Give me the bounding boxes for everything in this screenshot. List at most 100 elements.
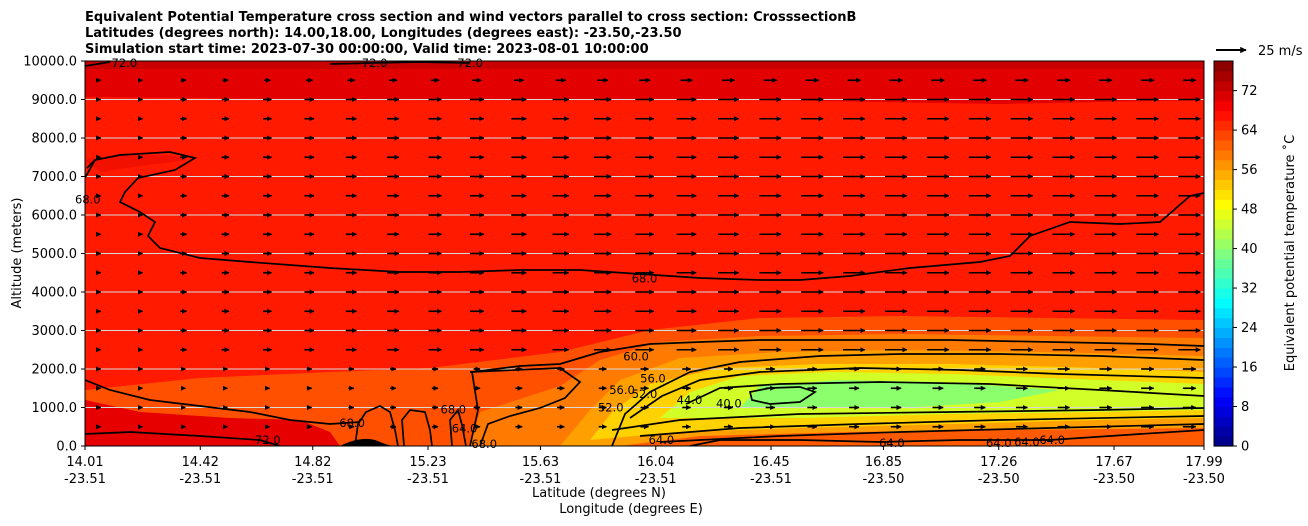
colorbar-segment xyxy=(1214,120,1233,131)
x-tick-label-lat: 17.99 xyxy=(1185,455,1222,470)
x-tick-label-lon: -23.51 xyxy=(407,472,449,487)
colorbar-segment xyxy=(1214,61,1233,72)
contour-68-low-left xyxy=(354,405,433,446)
wind-vectors xyxy=(96,77,1201,430)
contour-label: 56.0 xyxy=(640,372,666,386)
y-tick-label: 10000.0 xyxy=(23,55,77,70)
contour-label: 68.0 xyxy=(632,272,658,286)
contour-label: 68.0 xyxy=(75,193,101,207)
colorbar-segment xyxy=(1214,179,1233,190)
contour-label: 56.0 xyxy=(609,383,635,397)
colorbar-segment xyxy=(1214,139,1233,151)
y-axis-ticks: 0.0 1000.0 2000.0 3000.0 4000.0 5000.0 6000.0 7… xyxy=(23,55,85,455)
y-tick-label: 7000.0 xyxy=(32,170,78,185)
x-tick-label-lon: -23.51 xyxy=(750,472,792,487)
colorbar-segment xyxy=(1214,130,1233,141)
y-tick-label: 5000.0 xyxy=(32,247,78,262)
colorbar-tick-label: 8 xyxy=(1241,400,1249,415)
colorbar-segment xyxy=(1214,218,1233,230)
colorbar xyxy=(1214,61,1233,447)
field-low-dark xyxy=(85,400,340,446)
chart-title-line-2: Latitudes (degrees north): 14.00,18.00, … xyxy=(85,26,682,41)
x-tick-label-lat: 16.85 xyxy=(865,455,902,470)
quiver-key-label: 25 m/s xyxy=(1258,44,1303,59)
contour-label: 72.0 xyxy=(362,56,388,70)
x-tick-label-lat: 16.04 xyxy=(637,455,674,470)
contour-label: 68.0 xyxy=(441,402,467,416)
contour-64-bottom xyxy=(689,429,1204,446)
y-tick-label: 9000.0 xyxy=(32,93,78,108)
colorbar-segment xyxy=(1214,149,1233,161)
contour-label: 68.0 xyxy=(339,416,365,430)
colorbar-segment xyxy=(1214,317,1233,329)
x-axis-ticks: 14.01 -23.51 14.42 -23.51 14.82 -23.51 15.23 -2… xyxy=(64,446,1225,487)
colorbar-segment xyxy=(1214,248,1233,260)
y-tick-label: 1000.0 xyxy=(32,401,78,416)
colorbar-segment xyxy=(1214,376,1233,388)
contour-label: 64.0 xyxy=(649,433,675,447)
contour-label: 64.0 xyxy=(1014,435,1040,449)
x-tick-label-lon: -23.51 xyxy=(635,472,677,487)
x-tick-label-lat: 14.82 xyxy=(294,455,331,470)
colorbar-segment xyxy=(1214,337,1233,348)
contour-label: 72.0 xyxy=(457,56,483,70)
colorbar-segment xyxy=(1214,159,1233,171)
colorbar-tick-label: 16 xyxy=(1241,361,1258,376)
contour-label: 52.0 xyxy=(598,401,624,415)
colorbar-segment xyxy=(1214,426,1233,437)
contour-44 xyxy=(685,381,1204,405)
contour-68-left-edge xyxy=(85,159,96,179)
x-tick-label-lon: -23.50 xyxy=(1093,472,1135,487)
x-tick-label-lon: -23.50 xyxy=(863,472,905,487)
contour-label: 64.0 xyxy=(452,422,478,436)
colorbar-tick-label: 56 xyxy=(1241,163,1258,178)
colorbar-tick-label: 48 xyxy=(1241,203,1258,218)
colorbar-tick-label: 72 xyxy=(1241,84,1258,99)
contour-64-low-mid xyxy=(449,408,467,446)
colorbar-segment xyxy=(1214,396,1233,408)
y-tick-label: 6000.0 xyxy=(32,209,78,224)
colorbar-label: Equivalent potential temperature ˚C xyxy=(1282,135,1298,371)
colorbar-segment xyxy=(1214,228,1233,240)
contour-label: 40.0 xyxy=(716,397,742,411)
contour-lower-1 xyxy=(611,407,1204,431)
field-top-band-edge xyxy=(85,97,1204,104)
colorbar-tick-label: 32 xyxy=(1241,282,1258,297)
colorbar-segment xyxy=(1214,278,1233,289)
y-tick-label: 2000.0 xyxy=(32,363,78,378)
x-tick-label-lat: 14.01 xyxy=(66,455,103,470)
field-low-black-patch xyxy=(340,438,392,446)
contour-labels: 68.068.060.056.056.052.052.0 44.0 40.064.0… xyxy=(75,56,1065,451)
y-tick-label: 0.0 xyxy=(56,440,77,455)
x-tick-label-lon: -23.51 xyxy=(292,472,334,487)
contour-72-top xyxy=(85,61,471,67)
y-tick-label: 3000.0 xyxy=(32,324,78,339)
colorbar-segment xyxy=(1214,386,1233,398)
x-tick-label-lon: -23.50 xyxy=(978,472,1020,487)
colorbar-segment xyxy=(1214,367,1233,378)
contour-label: 52.0 xyxy=(632,387,658,401)
contour-label: 60.0 xyxy=(623,349,649,363)
field-bottom-band xyxy=(620,428,1204,446)
colorbar-tick-label: 40 xyxy=(1241,242,1258,257)
colorbar-segment xyxy=(1214,327,1233,339)
x-axis-label: Latitude (degrees N) xyxy=(532,486,666,501)
contour-label: 72.0 xyxy=(112,56,138,70)
contour-label: 68.0 xyxy=(471,437,497,451)
colorbar-segment xyxy=(1214,258,1233,269)
contour-72-low-2 xyxy=(85,431,281,446)
colorbar-tick-label: 64 xyxy=(1241,124,1258,139)
colorbar-segment xyxy=(1214,288,1233,299)
x-tick-label-lat: 14.42 xyxy=(182,455,219,470)
field-top-dark xyxy=(85,61,1204,69)
colorbar-segment xyxy=(1214,189,1233,200)
colorbar-segment xyxy=(1214,90,1233,102)
colorbar-segment xyxy=(1214,209,1233,220)
colorbar-frame xyxy=(1213,60,1234,447)
x-tick-label-lat: 17.26 xyxy=(980,455,1017,470)
colorbar-tick-label: 0 xyxy=(1241,440,1249,455)
colorbar-tick-label: 24 xyxy=(1241,321,1258,336)
field-green xyxy=(740,380,1060,408)
x-tick-label-lon: -23.51 xyxy=(64,472,106,487)
